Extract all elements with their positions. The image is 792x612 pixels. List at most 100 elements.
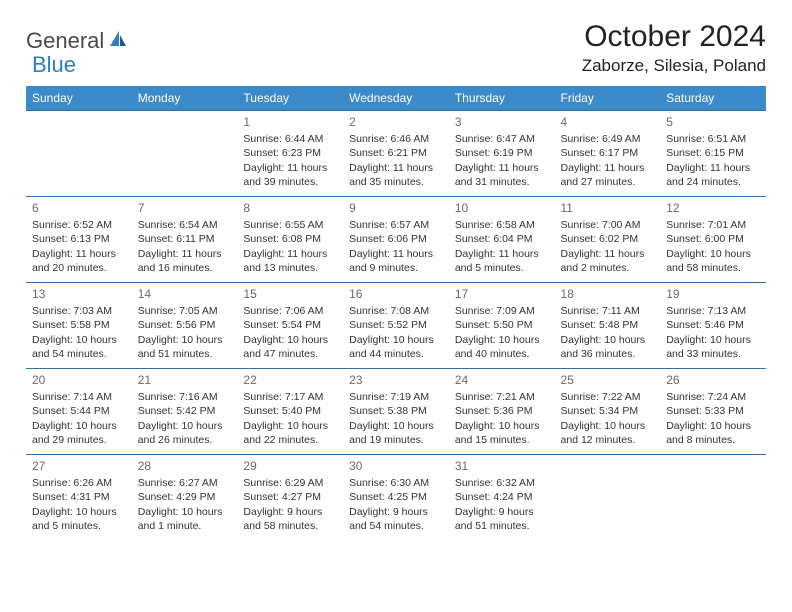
sunset-text: Sunset: 4:31 PM — [32, 490, 126, 504]
day-number: 14 — [138, 286, 232, 302]
day-number: 8 — [243, 200, 337, 216]
calendar-day-cell: 23Sunrise: 7:19 AMSunset: 5:38 PMDayligh… — [343, 369, 449, 455]
sunrise-text: Sunrise: 7:14 AM — [32, 390, 126, 404]
sunrise-text: Sunrise: 6:46 AM — [349, 132, 443, 146]
logo-text-blue: Blue — [32, 52, 76, 77]
calendar-day-cell: 4Sunrise: 6:49 AMSunset: 6:17 PMDaylight… — [555, 111, 661, 197]
daylight-text: Daylight: 9 hours and 58 minutes. — [243, 505, 337, 533]
sunset-text: Sunset: 4:29 PM — [138, 490, 232, 504]
logo: General — [26, 20, 130, 54]
calendar-day-cell: 13Sunrise: 7:03 AMSunset: 5:58 PMDayligh… — [26, 283, 132, 369]
calendar-day-cell: 28Sunrise: 6:27 AMSunset: 4:29 PMDayligh… — [132, 455, 238, 541]
sunset-text: Sunset: 5:46 PM — [666, 318, 760, 332]
calendar-day-cell: 29 Sunrise: 6:29 AMSunset: 4:27 PMDayligh… — [237, 455, 343, 541]
logo-sail-icon — [108, 29, 128, 54]
daylight-text: Daylight: 10 hours and 12 minutes. — [561, 419, 655, 447]
daylight-text: Daylight: 9 hours and 54 minutes. — [349, 505, 443, 533]
daylight-text: Daylight: 11 hours and 39 minutes. — [243, 161, 337, 189]
location-text: Zaborze, Silesia, Poland — [582, 56, 766, 76]
daylight-text: Daylight: 10 hours and 8 minutes. — [666, 419, 760, 447]
daylight-text: Daylight: 11 hours and 13 minutes. — [243, 247, 337, 275]
month-title: October 2024 — [582, 20, 766, 54]
sunset-text: Sunset: 6:11 PM — [138, 232, 232, 246]
day-number: 20 — [32, 372, 126, 388]
day-number: 15 — [243, 286, 337, 302]
sunrise-text: Sunrise: 6:58 AM — [455, 218, 549, 232]
sunrise-text: Sunrise: 6:49 AM — [561, 132, 655, 146]
sunrise-text: Sunrise: 7:21 AM — [455, 390, 549, 404]
calendar-week-row: 20 Sunrise: 7:14 AMSunset: 5:44 PM Dayligh… — [26, 369, 766, 455]
sunset-text: Sunset: 5:50 PM — [455, 318, 549, 332]
day-number: 23 — [349, 372, 443, 388]
calendar-day-cell: 17Sunrise: 7:09 AMSunset: 5:50 PMDayligh… — [449, 283, 555, 369]
day-number: 16 — [349, 286, 443, 302]
day-number: 22 — [243, 372, 337, 388]
calendar-week-row: 6Sunrise: 6:52 AMSunset: 6:13 PMDaylight… — [26, 197, 766, 283]
calendar-day-cell: 15Sunrise: 7:06 AMSunset: 5:54 PMDayligh… — [237, 283, 343, 369]
weekday-header: Saturday — [660, 86, 766, 111]
sunrise-text: Sunrise: 6:32 AM — [455, 476, 549, 490]
sunset-text: Sunset: 4:27 PM — [243, 490, 337, 504]
sunrise-text: Sunrise: 6:55 AM — [243, 218, 337, 232]
calendar-week-row: 27Sunrise: 6:26 AMSunset: 4:31 PMDayligh… — [26, 455, 766, 541]
daylight-text: Daylight: 10 hours and 15 minutes. — [455, 419, 549, 447]
sunset-text: Sunset: 5:40 PM — [243, 404, 337, 418]
daylight-text: Daylight: 10 hours and 26 minutes. — [138, 419, 232, 447]
day-number: 21 — [138, 372, 232, 388]
weekday-header: Friday — [555, 86, 661, 111]
sunset-text: Sunset: 5:44 PM — [32, 404, 126, 418]
sunrise-text: Sunrise: 7:01 AM — [666, 218, 760, 232]
calendar-day-cell: 14Sunrise: 7:05 AMSunset: 5:56 PMDayligh… — [132, 283, 238, 369]
calendar-day-cell — [660, 455, 766, 541]
day-number: 27 — [32, 458, 126, 474]
day-number: 26 — [666, 372, 760, 388]
sunrise-text: Sunrise: 7:11 AM — [561, 304, 655, 318]
calendar-day-cell: 16Sunrise: 7:08 AMSunset: 5:52 PMDayligh… — [343, 283, 449, 369]
sunset-text: Sunset: 6:04 PM — [455, 232, 549, 246]
day-number: 25 — [561, 372, 655, 388]
day-number: 29 — [243, 458, 337, 474]
sunset-text: Sunset: 5:42 PM — [138, 404, 232, 418]
calendar-day-cell: 8 Sunrise: 6:55 AMSunset: 6:08 PMDaylight… — [237, 197, 343, 283]
sunrise-text: Sunrise: 6:44 AM — [243, 132, 337, 146]
sunrise-text: Sunrise: 6:52 AM — [32, 218, 126, 232]
daylight-text: Daylight: 10 hours and 36 minutes. — [561, 333, 655, 361]
weekday-header: Sunday — [26, 86, 132, 111]
sunrise-text: Sunrise: 6:30 AM — [349, 476, 443, 490]
calendar-day-cell: 18Sunrise: 7:11 AMSunset: 5:48 PMDayligh… — [555, 283, 661, 369]
weekday-header: Thursday — [449, 86, 555, 111]
sunset-text: Sunset: 6:06 PM — [349, 232, 443, 246]
sunrise-text: Sunrise: 7:08 AM — [349, 304, 443, 318]
daylight-text: Daylight: 11 hours and 20 minutes. — [32, 247, 126, 275]
sunrise-text: Sunrise: 7:13 AM — [666, 304, 760, 318]
calendar-day-cell: 10Sunrise: 6:58 AMSunset: 6:04 PMDayligh… — [449, 197, 555, 283]
day-number: 6 — [32, 200, 126, 216]
calendar-day-cell: 19Sunrise: 7:13 AMSunset: 5:46 PMDayligh… — [660, 283, 766, 369]
day-number: 24 — [455, 372, 549, 388]
sunrise-text: Sunrise: 6:54 AM — [138, 218, 232, 232]
day-number: 17 — [455, 286, 549, 302]
calendar-day-cell: 9Sunrise: 6:57 AMSunset: 6:06 PMDaylight… — [343, 197, 449, 283]
day-number: 4 — [561, 114, 655, 130]
sunrise-text: Sunrise: 7:17 AM — [243, 390, 337, 404]
calendar-day-cell: 22 Sunrise: 7:17 AMSunset: 5:40 PMDayligh… — [237, 369, 343, 455]
sunset-text: Sunset: 5:58 PM — [32, 318, 126, 332]
sunset-text: Sunset: 5:38 PM — [349, 404, 443, 418]
sunset-text: Sunset: 6:02 PM — [561, 232, 655, 246]
daylight-text: Daylight: 10 hours and 5 minutes. — [32, 505, 126, 533]
sunset-text: Sunset: 6:23 PM — [243, 146, 337, 160]
day-number: 1 — [243, 114, 337, 130]
calendar-day-cell: 1 Sunrise: 6:44 AMSunset: 6:23 PMDaylight… — [237, 111, 343, 197]
sunrise-text: Sunrise: 6:29 AM — [243, 476, 337, 490]
calendar-day-cell: 20Sunrise: 7:14 AMSunset: 5:44 PMDayligh… — [26, 369, 132, 455]
daylight-text: Daylight: 10 hours and 22 minutes. — [243, 419, 337, 447]
sunrise-text: Sunrise: 7:05 AM — [138, 304, 232, 318]
day-number: 9 — [349, 200, 443, 216]
daylight-text: Daylight: 11 hours and 35 minutes. — [349, 161, 443, 189]
calendar-day-cell: 2Sunrise: 6:46 AMSunset: 6:21 PMDaylight… — [343, 111, 449, 197]
sunset-text: Sunset: 6:17 PM — [561, 146, 655, 160]
calendar-day-cell: 27Sunrise: 6:26 AMSunset: 4:31 PMDayligh… — [26, 455, 132, 541]
sunset-text: Sunset: 4:24 PM — [455, 490, 549, 504]
calendar-day-cell: 6Sunrise: 6:52 AMSunset: 6:13 PMDaylight… — [26, 197, 132, 283]
sunset-text: Sunset: 6:08 PM — [243, 232, 337, 246]
